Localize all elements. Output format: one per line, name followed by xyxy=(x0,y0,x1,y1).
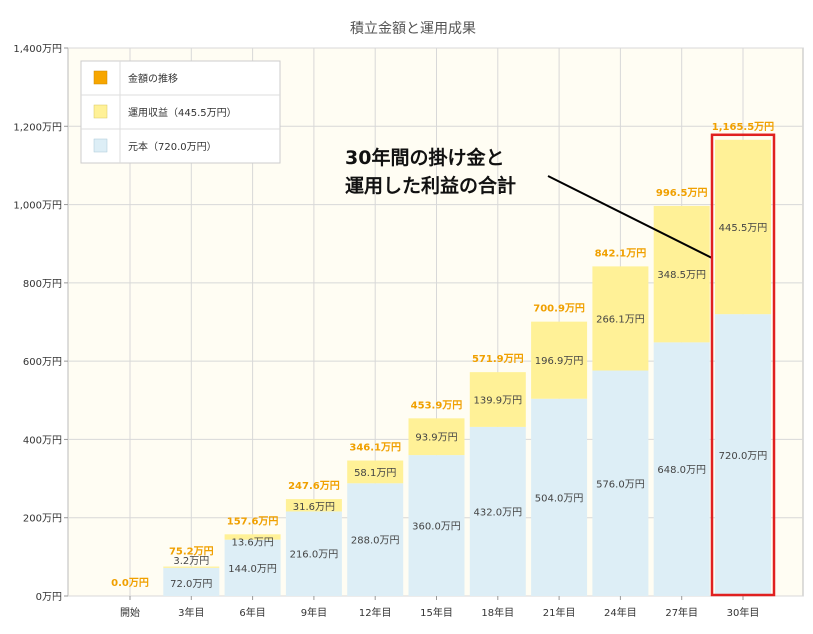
bar-profit xyxy=(469,372,526,427)
label-total: 453.9万円 xyxy=(411,399,463,411)
x-tick-label: 3年目 xyxy=(178,606,204,619)
chart-title: 積立金額と運用成果 xyxy=(350,21,476,37)
legend-box xyxy=(80,60,281,164)
label-total: 247.6万円 xyxy=(288,480,340,492)
x-axis: 開始 3年目 6年目 9年目 12年目 15年目 18年目 21年目 24年目 27年目 30年目 xyxy=(120,596,759,619)
x-tick-label: 18年目 xyxy=(481,606,514,619)
label-total: 1,165.5万円 xyxy=(712,121,774,133)
x-tick-label: 15年目 xyxy=(420,606,453,619)
label-profit: 13.6万円 xyxy=(231,537,273,548)
y-axis: 0万円 200万円 400万円 600万円 800万円 1,000万円 1,200万円 1,4… xyxy=(13,44,68,603)
annotation: 30年間の掛け金と 運用した利益の合計 xyxy=(345,146,713,259)
label-principal: 720.0万円 xyxy=(719,451,768,462)
label-profit: 348.5万円 xyxy=(657,270,706,281)
bar-profit xyxy=(653,205,710,343)
label-profit: 196.9万円 xyxy=(535,356,584,367)
label-profit: 445.5万円 xyxy=(719,223,768,234)
x-tick-label: 12年目 xyxy=(359,606,392,619)
y-tick-label: 0万円 xyxy=(36,592,62,603)
segment-labels: 72.0万円 3.2万円 144.0万円 13.6万円 216.0万円 31.6万円 288… xyxy=(170,223,767,590)
legend-swatch-total xyxy=(93,70,108,85)
legend: 金額の推移 運用収益（445.5万円） 元本（720.0万円） xyxy=(80,60,281,164)
x-tick-label: 9年目 xyxy=(301,606,327,619)
bar-principal xyxy=(469,426,526,596)
label-total: 996.5万円 xyxy=(656,187,708,199)
legend-label-total: 金額の推移 xyxy=(128,72,178,85)
label-total: 700.9万円 xyxy=(533,303,585,315)
label-principal: 72.0万円 xyxy=(170,579,212,590)
x-tick-label: 30年目 xyxy=(727,606,760,619)
x-tick-label: 6年目 xyxy=(239,606,265,619)
y-tick-label: 1,200万円 xyxy=(13,122,62,133)
bar-profit xyxy=(592,266,649,371)
x-tick-label: 21年目 xyxy=(543,606,576,619)
label-total: 571.9万円 xyxy=(472,353,524,365)
annotation-line-1: 30年間の掛け金と xyxy=(345,146,504,169)
label-principal: 144.0万円 xyxy=(228,564,277,575)
bar-profit xyxy=(285,499,342,512)
highlight-box xyxy=(710,133,776,597)
annotation-pointer xyxy=(547,175,713,259)
label-total: 346.1万円 xyxy=(349,442,401,454)
y-tick-label: 800万円 xyxy=(23,279,62,290)
bar-principal xyxy=(285,511,342,596)
x-tick-label: 開始 xyxy=(120,606,140,619)
label-principal: 432.0万円 xyxy=(473,507,522,518)
legend-label-profit: 運用収益（445.5万円） xyxy=(128,106,237,119)
bar-profit xyxy=(408,418,465,456)
label-profit: 93.9万円 xyxy=(415,433,457,444)
annotation-line-2: 運用した利益の合計 xyxy=(345,174,516,197)
y-tick-label: 600万円 xyxy=(23,357,62,368)
label-principal: 216.0万円 xyxy=(290,550,339,561)
x-tick-label: 24年目 xyxy=(604,606,637,619)
legend-swatch-profit xyxy=(93,104,108,119)
y-tick-label: 400万円 xyxy=(23,435,62,446)
bar-principal xyxy=(653,342,710,596)
label-profit: 139.9万円 xyxy=(473,396,522,407)
y-tick-label: 1,400万円 xyxy=(13,44,62,55)
bar-principal xyxy=(163,567,220,596)
label-total: 0.0万円 xyxy=(111,577,149,589)
label-principal: 504.0万円 xyxy=(535,493,584,504)
bar-profit xyxy=(347,460,404,484)
y-tick-label: 1,000万円 xyxy=(13,201,62,212)
bar-profit xyxy=(224,534,281,540)
label-principal: 360.0万円 xyxy=(412,522,461,533)
label-profit: 58.1万円 xyxy=(354,468,396,479)
label-total: 842.1万円 xyxy=(595,247,647,259)
label-principal: 288.0万円 xyxy=(351,536,400,547)
bar-profit xyxy=(715,139,771,315)
bar-profit xyxy=(163,566,220,568)
label-principal: 648.0万円 xyxy=(657,465,706,476)
total-labels: 0.0万円 75.2万円 157.6万円 247.6万円 346.1万円 453.9万円 5… xyxy=(111,121,774,589)
legend-label-principal: 元本（720.0万円） xyxy=(128,140,217,153)
bar-principal xyxy=(531,398,588,596)
bar-principal xyxy=(408,455,465,596)
bars xyxy=(163,139,771,596)
label-principal: 576.0万円 xyxy=(596,479,645,490)
bar-principal xyxy=(592,370,649,596)
bar-principal xyxy=(224,539,281,596)
label-total: 157.6万円 xyxy=(227,515,279,527)
x-tick-label: 27年目 xyxy=(665,606,698,619)
label-profit: 31.6万円 xyxy=(293,502,335,513)
label-profit: 3.2万円 xyxy=(173,556,209,567)
bar-principal xyxy=(715,314,771,596)
legend-swatch-principal xyxy=(93,138,108,153)
label-profit: 266.1万円 xyxy=(596,314,645,325)
bar-profit xyxy=(531,321,588,399)
label-total: 75.2万円 xyxy=(169,546,214,558)
y-tick-label: 200万円 xyxy=(23,514,62,525)
bar-principal xyxy=(347,483,404,596)
